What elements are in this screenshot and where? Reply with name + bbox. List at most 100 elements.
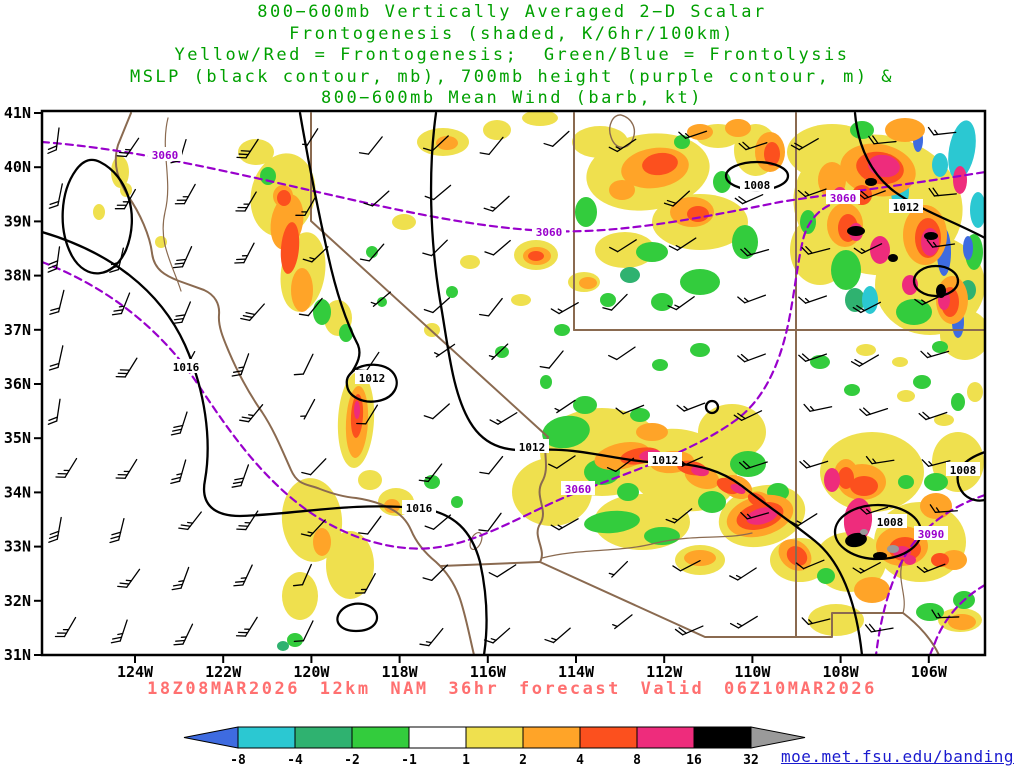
contour-label: 1016 (173, 361, 200, 374)
frontogenesis-blob (862, 286, 878, 314)
colorbar-left-arrow (183, 726, 239, 749)
wind-barb (488, 343, 509, 361)
wind-barb (543, 130, 570, 147)
contour-label-box (561, 481, 595, 495)
frontogenesis-blob (963, 236, 973, 260)
wind-barb (729, 615, 758, 629)
rio-grande (900, 559, 905, 614)
contour-label-box (873, 514, 907, 528)
wind-barb (115, 357, 138, 378)
wind-barb (740, 247, 770, 257)
wind-barb (49, 289, 65, 315)
frontogenesis-blob (572, 126, 628, 158)
title-line-3: Yellow/Red = Frontogenesis; Green/Blue =… (174, 45, 850, 65)
california-nevada-border (310, 112, 549, 438)
wind-barb (47, 246, 61, 273)
wind-barb (298, 297, 323, 317)
frontogenesis-blob (575, 197, 597, 227)
mslp-ring-small (704, 399, 720, 415)
wind-barb (608, 138, 637, 153)
wind-barb (864, 623, 894, 633)
frontogenesis-blob (885, 118, 925, 142)
frontogenesis-blob (636, 242, 668, 262)
contour-label-box (169, 359, 203, 373)
frontogenesis-blob (951, 393, 965, 411)
contour-label-box (946, 462, 980, 476)
axis-labels-layer: 41N 40N 39N 38N 37N 36N 35N 34N 33N 32N 31N 124W 122… (4, 104, 948, 681)
frontogenesis-blob (636, 423, 668, 441)
wind-barb (850, 354, 880, 367)
wind-barb (48, 345, 64, 371)
wind-barb (233, 564, 253, 587)
frontogenesis-blob (920, 493, 952, 519)
forecast-caption: 18Z08MAR2026 12km NAM 36hr forecast Vali… (147, 679, 877, 699)
frontogenesis-blob (892, 357, 908, 367)
colorbar-segment (579, 726, 638, 749)
contour-label: 3060 (152, 149, 179, 162)
lon-label: 118W (382, 663, 419, 681)
wind-barb (665, 508, 693, 524)
wind-barb (926, 239, 956, 248)
height-contour-3090 (874, 493, 985, 655)
contour-label-box (914, 526, 948, 540)
frontogenesis-blob (854, 577, 890, 603)
contour-label-box (355, 370, 389, 384)
banding-site-link[interactable]: moe.met.fsu.edu/banding (780, 747, 1014, 766)
frontogenesis-blob (913, 375, 931, 389)
wind-barb (302, 246, 329, 263)
frontogenesis-blob (698, 404, 766, 460)
wind-barb (608, 346, 636, 361)
frontogenesis-blob (870, 236, 890, 264)
lon-label: 124W (117, 663, 154, 681)
wind-barb (928, 187, 957, 197)
wind-barb (799, 459, 829, 469)
wind-barb (48, 183, 63, 209)
frontogenesis-blob (856, 344, 876, 356)
wind-barb (424, 514, 452, 530)
colorbar-tick-label: -8 (230, 753, 246, 768)
lon-label: 120W (293, 663, 330, 681)
wind-barb (927, 126, 957, 136)
lat-label: 36N (4, 375, 31, 393)
wind-barb (235, 191, 257, 212)
wind-barb (674, 625, 704, 636)
frontogenesis-blob (238, 139, 274, 165)
colorbar-segment (351, 726, 410, 749)
wind-barb (47, 127, 60, 154)
frontogenesis-blob (651, 293, 673, 311)
wind-barb (370, 291, 391, 307)
wind-barb (235, 616, 258, 637)
frontogenesis-blob (554, 324, 570, 336)
frontogenesis-blob (542, 415, 590, 449)
frontogenesis-blob (277, 190, 291, 206)
frontogenesis-blob (970, 192, 985, 228)
wind-barb (676, 402, 706, 412)
frontogenesis-blob (522, 111, 558, 126)
colorbar-segment (408, 726, 467, 749)
title-line-4: MSLP (black contour, mb), 700mb height (… (129, 66, 895, 87)
wind-barb (111, 292, 131, 316)
contour-label-box (402, 500, 436, 514)
great-salt-lake (609, 114, 636, 148)
lon-label: 110W (734, 663, 771, 681)
colorbar-tick-label: 4 (576, 753, 584, 768)
wind-barb (479, 297, 503, 317)
mslp-contour-1016 (42, 230, 488, 655)
contour-label: 1012 (652, 454, 679, 467)
wind-barb (801, 245, 831, 255)
lon-label: 108W (823, 663, 860, 681)
wind-barb (479, 455, 504, 475)
contour-label-box (515, 439, 549, 453)
wind-barb (423, 297, 451, 314)
frontogenesis-blob (953, 166, 967, 194)
us-mexico-border (539, 561, 940, 655)
frontogenesis-blob (540, 375, 552, 389)
wind-barb (358, 136, 383, 155)
mslp-oval-south (336, 602, 379, 633)
wind-barb (170, 459, 187, 484)
frontogenesis-blob (687, 206, 709, 222)
wind-barb (539, 350, 564, 369)
wind-barb (171, 566, 190, 591)
frontogenesis-blob (898, 475, 914, 489)
